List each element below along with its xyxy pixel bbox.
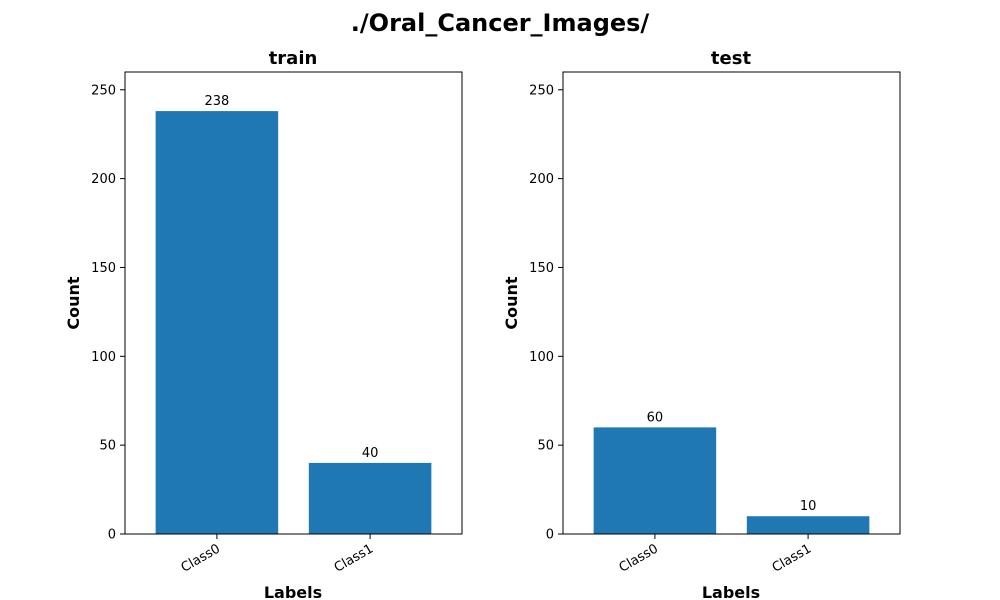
test-chart-title: test [711, 48, 752, 69]
test-y-tick-label: 200 [529, 172, 554, 187]
train-y-tick-label: 200 [91, 172, 116, 187]
test-y-tick-label: 50 [537, 439, 554, 454]
train-bar-value-labels: 238 40 [204, 94, 378, 461]
test-y-tick-label: 100 [529, 350, 554, 365]
test-bar-value-label: 60 [647, 410, 664, 425]
test-bar-value-labels: 60 10 [647, 410, 817, 514]
train-y-tick-label: 250 [91, 83, 116, 98]
test-plot-frame [562, 71, 901, 535]
train-bars [155, 111, 432, 534]
train-bar-class1 [308, 462, 432, 534]
test-y-axis-label: Count [502, 276, 521, 330]
test-bars [593, 427, 870, 534]
train-x-axis-label: Labels [264, 583, 322, 600]
train-bar-value-label: 40 [362, 446, 379, 461]
train-y-tick-label: 0 [108, 528, 116, 543]
train-y-tick-label: 150 [91, 261, 116, 276]
train-plot-frame [124, 71, 463, 535]
train-bar-value-label: 238 [204, 94, 229, 109]
figure-suptitle: ./Oral_Cancer_Images/ [351, 9, 650, 37]
train-bar-class0 [155, 111, 279, 534]
test-y-tick-label: 250 [529, 83, 554, 98]
train-y-axis-label: Count [64, 276, 83, 330]
test-x-axis-label: Labels [702, 583, 760, 600]
train-chart-title: train [269, 48, 318, 69]
train-chart-panel: train Count Labels 050100150200250Class0… [64, 48, 463, 600]
test-y-tick-label: 0 [546, 528, 554, 543]
test-y-tick-label: 150 [529, 261, 554, 276]
test-bar-class1 [746, 516, 870, 534]
train-y-tick-label: 50 [99, 439, 116, 454]
train-y-tick-label: 100 [91, 350, 116, 365]
test-bar-class0 [593, 427, 717, 534]
test-bar-value-label: 10 [800, 499, 817, 514]
